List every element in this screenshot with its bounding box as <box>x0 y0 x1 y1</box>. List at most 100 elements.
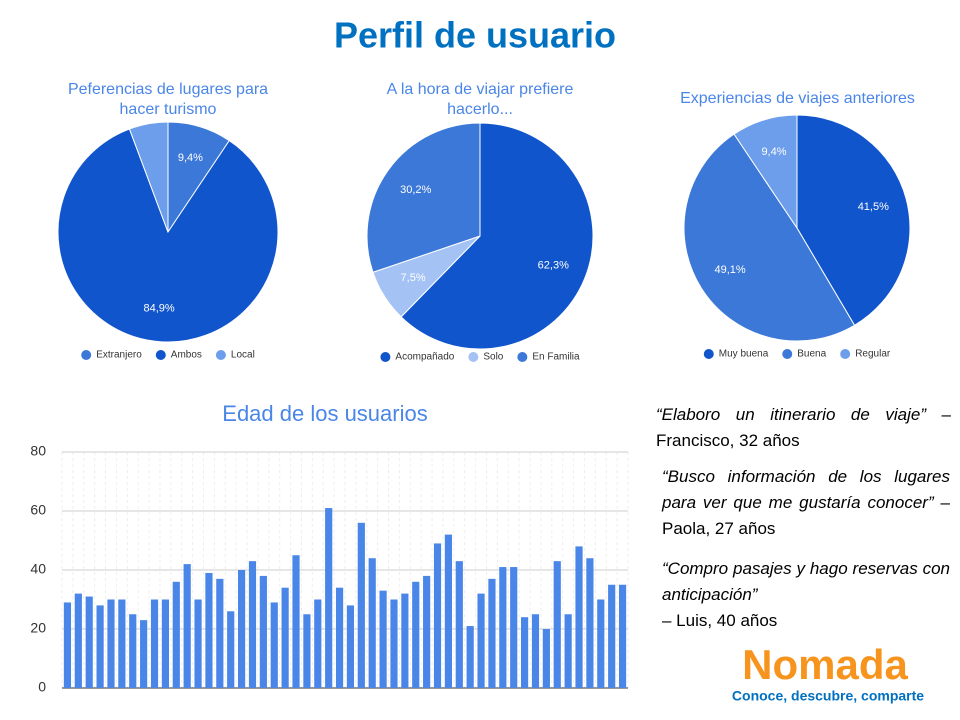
bar <box>542 629 550 688</box>
bar <box>597 599 605 688</box>
bar <box>531 614 540 688</box>
slice-label: 62,3% <box>538 260 569 272</box>
page-title: Perfil de usuario <box>334 15 616 56</box>
chart-title: A la hora de viajar prefiere hacerlo... <box>386 81 574 118</box>
y-tick-label: 20 <box>30 620 46 636</box>
legend: Acompañado Solo En Familia <box>380 352 580 363</box>
quote-author: – Francisco, 32 años <box>656 405 951 450</box>
bar <box>368 558 376 688</box>
bar <box>270 602 278 688</box>
chart-title: Experiencias de viajes anteriores <box>680 90 915 107</box>
bar <box>444 534 452 688</box>
bar <box>608 584 616 688</box>
quote-author: – Paola, 27 años <box>662 493 950 538</box>
logo-name: Nomada <box>742 641 908 688</box>
bar <box>205 572 213 688</box>
quote-text: “Compro pasajes y hago reservas con anti… <box>662 559 950 604</box>
bar <box>140 620 148 688</box>
bar <box>63 602 72 688</box>
y-tick-label: 40 <box>30 561 46 577</box>
bar <box>423 575 431 688</box>
bar <box>118 599 126 688</box>
legend-label: Regular <box>855 349 891 360</box>
legend-label: Muy buena <box>719 349 769 360</box>
bar <box>477 593 485 688</box>
legend: Extranjero Ambos Local <box>81 350 255 361</box>
bar <box>346 605 355 688</box>
pie-slice <box>128 121 169 233</box>
logo-tagline: Conoce, descubre, comparte <box>732 688 924 704</box>
bar <box>259 575 267 688</box>
bar <box>433 543 442 688</box>
legend-label: Local <box>231 350 255 361</box>
legend-marker <box>155 350 166 360</box>
pie-slice <box>400 122 594 350</box>
bar <box>335 587 344 688</box>
bar <box>216 578 224 688</box>
y-tick-label: 60 <box>30 502 46 518</box>
bar <box>521 617 529 688</box>
pie-slice <box>57 128 279 343</box>
quote: “Compro pasajes y hago reservas con anti… <box>662 556 950 634</box>
quote: “Elaboro un itinerario de viaje” – Franc… <box>656 402 951 454</box>
bar <box>227 611 235 688</box>
bar <box>107 599 115 688</box>
bar <box>74 593 82 688</box>
bar <box>499 567 507 688</box>
bar <box>618 584 627 688</box>
bar <box>510 567 518 688</box>
quote-text: “Elaboro un itinerario de viaje” <box>656 405 926 424</box>
slice-label: 9,4% <box>178 152 203 164</box>
pie-slice <box>366 122 481 273</box>
legend-label: En Familia <box>532 352 580 363</box>
pie-slice <box>796 114 911 326</box>
bar <box>194 599 202 688</box>
legend-label: Solo <box>483 352 503 363</box>
slice-label: 7,5% <box>401 272 426 284</box>
bar <box>281 587 289 688</box>
chart-title: Peferencias de lugares para hacer turism… <box>67 81 269 118</box>
legend-marker <box>703 349 714 359</box>
bar <box>575 546 583 688</box>
bar <box>85 596 93 688</box>
y-tick-label: 80 <box>30 443 46 459</box>
slice-label: 30,2% <box>400 184 431 196</box>
legend-marker <box>782 349 793 359</box>
bar <box>564 614 572 688</box>
legend-marker <box>517 352 528 362</box>
bar <box>586 558 594 688</box>
bar <box>161 599 169 688</box>
legend-marker <box>380 352 391 362</box>
legend: Muy buena Buena Regular <box>703 349 891 360</box>
bar <box>172 581 180 688</box>
bar <box>292 555 300 688</box>
legend-label: Extranjero <box>96 350 142 361</box>
bar <box>466 626 474 688</box>
legend-label: Acompañado <box>395 352 454 363</box>
bar <box>488 578 496 688</box>
pie-slice <box>683 133 856 342</box>
bar <box>314 599 322 688</box>
quote-text: “Busco información de los lugares para v… <box>662 467 950 512</box>
bar <box>412 581 420 688</box>
quote-author: – Luis, 40 años <box>662 611 778 630</box>
legend-label: Ambos <box>171 350 202 361</box>
bar <box>553 561 561 688</box>
legend-marker <box>468 352 479 362</box>
slice-label: 41,5% <box>858 201 889 213</box>
bar <box>129 614 137 688</box>
chart-title: Edad de los usuarios <box>222 401 427 426</box>
bar <box>183 564 191 688</box>
bar <box>455 561 463 688</box>
legend-marker <box>840 349 851 359</box>
slice-label: 84,9% <box>143 302 174 314</box>
quote: “Busco información de los lugares para v… <box>662 464 950 542</box>
bar <box>401 593 409 688</box>
bar <box>238 570 246 688</box>
legend-marker <box>215 350 226 360</box>
bar <box>150 599 159 688</box>
slice-label: 49,1% <box>714 264 745 276</box>
bar <box>357 522 365 688</box>
